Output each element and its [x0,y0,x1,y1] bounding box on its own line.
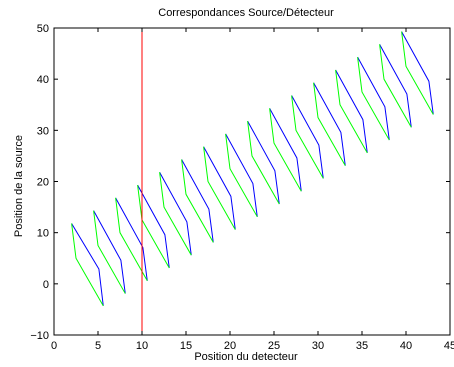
x-tick-label: 25 [268,340,280,352]
series-line-6 [115,197,148,282]
x-tick-label: 5 [95,340,101,352]
series-line-5 [115,197,148,281]
y-tick-label: −10 [30,330,49,342]
y-tick-label: 40 [37,74,49,86]
series-line-13 [203,146,236,230]
x-tick-label: 30 [312,340,324,352]
x-tick-label: 0 [51,340,57,352]
series-line-9 [159,172,192,256]
x-tick-label: 20 [224,340,236,352]
series-line-12 [181,159,214,243]
series-line-25 [335,69,368,153]
series-line-27 [357,56,390,141]
series-line-14 [203,146,236,230]
series-line-21 [291,95,324,179]
series-line-24 [313,82,346,166]
series-line-3 [93,210,126,294]
series-line-32 [401,31,434,115]
x-axis-label: Position du detecteur [194,351,298,363]
series-line-22 [291,95,324,179]
y-tick-label: 20 [37,177,49,189]
series-line-10 [159,172,192,256]
x-tick-label: 35 [356,340,368,352]
series-line-23 [313,82,346,166]
series-line-7 [137,184,170,269]
x-tick-label: 40 [400,340,412,352]
series-line-17 [247,120,280,205]
series-line-2 [71,223,104,307]
series-line-26 [335,69,368,154]
x-tick-label: 15 [180,340,192,352]
plot-area [71,28,434,335]
series-line-16 [225,133,258,218]
series-line-28 [357,57,390,141]
y-tick-label: 30 [37,125,49,137]
series-line-29 [379,44,412,128]
series-line-30 [379,44,412,128]
series-line-4 [93,210,126,294]
chart-title: Correspondances Source/Détecteur [158,7,334,19]
series-line-20 [269,108,302,192]
series-line-31 [401,31,434,115]
series-line-19 [269,108,302,192]
series-line-18 [247,121,280,205]
x-tick-label: 45 [444,340,454,352]
series-line-1 [71,223,104,306]
y-tick-label: 0 [43,279,49,291]
y-tick-label: 10 [37,228,49,240]
series-line-11 [181,159,214,243]
y-tick-label: 50 [37,23,49,35]
y-axis-label: Position de la source [13,135,25,237]
series-line-15 [225,133,258,217]
x-tick-label: 10 [136,340,148,352]
